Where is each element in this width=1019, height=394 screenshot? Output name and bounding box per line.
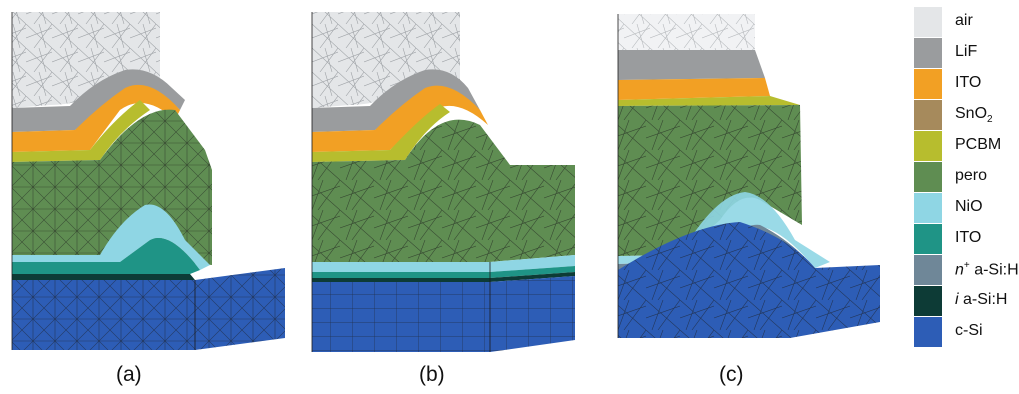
panel-b-nio-layer [312, 255, 575, 272]
legend-swatch-pero [914, 162, 942, 192]
legend-label-nio: NiO [955, 198, 983, 215]
legend-swatch-csi [914, 317, 942, 347]
legend-label-air: air [955, 12, 973, 29]
legend-swatch-lif [914, 38, 942, 68]
legend-item-sno2: SnO2 [914, 100, 1018, 130]
legend-label-pero: pero [955, 167, 988, 184]
legend-item-air: air [914, 7, 1018, 37]
panel-label-b: (b) [419, 363, 445, 386]
legend-label-sno2-base: SnO [955, 105, 988, 122]
legend-item-pcbm: PCBM [914, 131, 1018, 161]
panel-b-mesh [311, 12, 575, 352]
panel-b-lif-layer [312, 69, 480, 132]
panel-a-mesh [11, 12, 285, 350]
legend-item-ito-top: ITO [914, 69, 1018, 99]
legend-label-i-asi: i a-Si:H [955, 291, 1007, 309]
legend-item-lif: LiF [914, 38, 1018, 68]
legend-item-nio: NiO [914, 193, 1018, 223]
legend-label-n-asi-sup: + [963, 260, 970, 271]
panel-label-a: (a) [116, 363, 142, 386]
legend-swatch-pcbm [914, 131, 942, 161]
legend-label-ito-top: ITO [955, 74, 982, 91]
legend-item-pero: pero [914, 162, 1018, 192]
panel-c-ito-top-layer [618, 78, 770, 100]
legend-item-csi: c-Si [914, 317, 1018, 347]
legend-swatch-sno2 [914, 100, 942, 130]
legend-swatch-ito-top [914, 69, 942, 99]
panel-c-mesh [617, 14, 880, 338]
legend-swatch-nio [914, 193, 942, 223]
panel-a-lif-layer [12, 69, 185, 132]
legend-label-n-asi-base: a-Si:H [969, 261, 1019, 279]
legend-label-lif: LiF [955, 43, 978, 60]
panel-a-nio-layer [12, 204, 210, 270]
legend-swatch-n-asi [914, 255, 942, 285]
legend-label-i-asi-prefix: i [955, 291, 959, 308]
legend-label-sno2: SnO2 [955, 105, 993, 125]
legend-label-n-asi: n+ a-Si:H [955, 260, 1019, 279]
legend-label-pcbm: PCBM [955, 136, 1002, 153]
legend-item-i-asi: i a-Si:H [914, 286, 1018, 316]
legend-label-csi: c-Si [955, 322, 983, 339]
panel-b-ito-top-layer [312, 85, 488, 152]
legend-label-i-asi-base: a-Si:H [958, 291, 1008, 308]
legend-item-ito-bottom: ITO [914, 224, 1018, 254]
legend-swatch-i-asi [914, 286, 942, 316]
legend-label-ito-bottom: ITO [955, 229, 982, 246]
legend-swatch-air [914, 7, 942, 37]
panel-c-lif-layer [618, 50, 765, 80]
legend-item-n-asi: n+ a-Si:H [914, 255, 1019, 285]
legend-swatch-ito-bottom [914, 224, 942, 254]
legend-label-n-asi-prefix: n [955, 261, 964, 279]
panel-label-c: (c) [719, 363, 744, 386]
legend-label-sno2-sub: 2 [987, 114, 993, 126]
